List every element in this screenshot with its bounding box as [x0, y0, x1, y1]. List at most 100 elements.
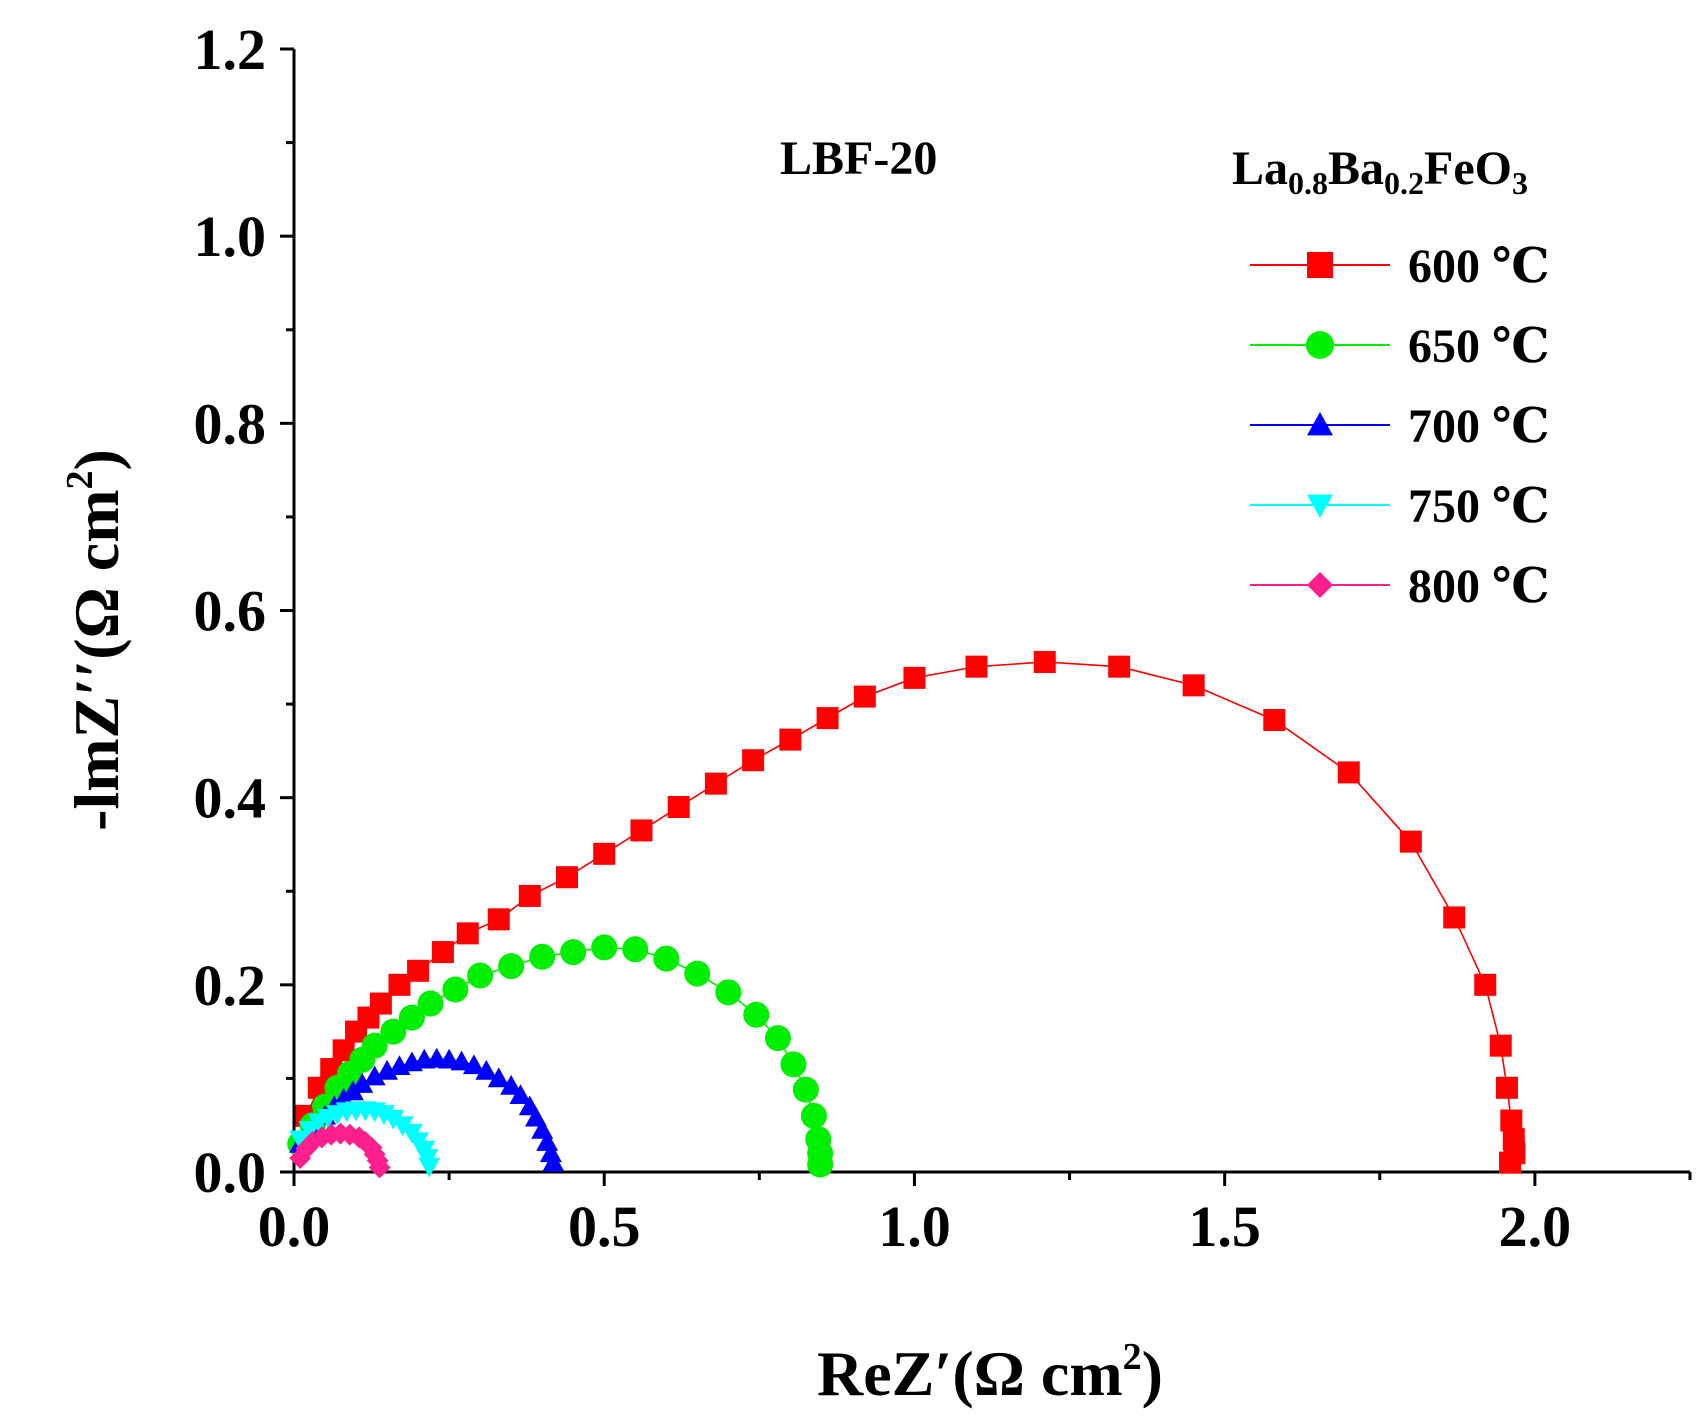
data-point	[518, 884, 541, 907]
data-point	[475, 1059, 498, 1080]
data-point	[593, 842, 616, 865]
data-point	[398, 1004, 425, 1031]
data-point	[1499, 1151, 1522, 1174]
legend-item: 650 ℃	[1250, 320, 1550, 373]
data-point	[407, 959, 430, 982]
y-tick-label: 0.8	[194, 391, 267, 456]
series-1	[287, 934, 834, 1178]
legend-marker	[1307, 572, 1333, 598]
data-point	[382, 1109, 405, 1130]
data-point	[467, 962, 494, 989]
data-point	[542, 1151, 565, 1172]
data-point	[591, 934, 618, 961]
data-point	[1495, 1076, 1518, 1099]
data-point	[500, 1074, 523, 1095]
legend-marker	[1306, 331, 1334, 359]
data-point	[456, 922, 479, 945]
legend-label: 600 ℃	[1408, 240, 1550, 293]
data-point	[320, 1058, 343, 1081]
data-point	[368, 1156, 391, 1179]
x-tick-label: 2.0	[1499, 1194, 1572, 1259]
data-point	[560, 939, 587, 966]
data-point	[555, 866, 578, 889]
data-point	[1182, 674, 1205, 697]
x-tick-label: 0.0	[258, 1194, 331, 1259]
formula-sub-ba: 0.2	[1384, 165, 1424, 201]
series-0	[295, 650, 1526, 1174]
data-point	[509, 1084, 532, 1105]
x-tick-label: 1.5	[1188, 1194, 1261, 1259]
series-line	[305, 661, 1516, 1163]
data-point	[715, 979, 742, 1006]
y-axis-title-close: )	[61, 449, 132, 470]
data-point	[361, 1032, 388, 1059]
legend: 600 ℃ 650 ℃ 700 ℃ 750 ℃ 800 ℃	[1250, 240, 1550, 613]
data-point	[418, 1157, 441, 1178]
legend-label: 650 ℃	[1408, 320, 1550, 373]
y-axis-title-main: -lmZ	[61, 696, 132, 831]
data-point	[388, 973, 411, 996]
y-tick-label: 0.0	[194, 1140, 267, 1205]
y-tick-label: 0.2	[194, 953, 267, 1018]
legend-item: 800 ℃	[1250, 560, 1550, 613]
data-point	[363, 1065, 386, 1086]
series-3	[289, 1101, 441, 1178]
data-point	[1337, 761, 1360, 784]
x-axis-title-main: ReZ	[817, 1338, 934, 1409]
data-point	[487, 908, 510, 931]
y-tick-label: 0.4	[194, 766, 267, 831]
data-point	[816, 707, 839, 730]
legend-item: 750 ℃	[1250, 480, 1550, 533]
y-axis-ticks: 0.0 0.2 0.4 0.6 0.8 1.0 1.2	[194, 17, 294, 1205]
data-point	[498, 953, 525, 980]
legend-marker	[1307, 252, 1333, 278]
data-point	[369, 992, 392, 1015]
x-tick-label: 0.5	[568, 1194, 641, 1259]
y-tick-label: 1.2	[194, 17, 267, 82]
data-point	[351, 1073, 374, 1093]
data-point	[417, 990, 444, 1017]
data-point	[903, 666, 926, 689]
legend-marker	[1307, 412, 1333, 436]
y-axis-title-unit: (Ω cm	[61, 489, 132, 659]
data-point	[1489, 1034, 1512, 1057]
data-point	[684, 960, 711, 987]
data-point	[1399, 830, 1422, 853]
y-tick-label: 1.0	[194, 204, 267, 269]
data-point	[307, 1076, 330, 1099]
data-point	[743, 1001, 770, 1028]
data-point	[462, 1054, 485, 1075]
data-point	[622, 936, 649, 963]
formula-part-feo: FeO	[1424, 142, 1512, 195]
x-axis-ticks: 0.0 0.5 1.0 1.5 2.0	[258, 1172, 1692, 1259]
data-point	[1033, 650, 1056, 673]
data-point	[630, 819, 653, 842]
legend-label: 750 ℃	[1408, 480, 1550, 533]
sample-annotation: LBF-20	[780, 132, 937, 185]
data-point	[487, 1067, 510, 1088]
data-point	[1108, 655, 1131, 678]
data-point	[653, 945, 680, 972]
legend-label: 700 ℃	[1408, 400, 1550, 453]
data-series	[287, 650, 1526, 1179]
legend-item: 700 ℃	[1250, 400, 1550, 453]
y-axis-title-prime: ′′	[61, 660, 132, 696]
y-axis-title-sup: 2	[59, 470, 101, 489]
x-axis-title-close: )	[1142, 1338, 1163, 1409]
data-point	[332, 1039, 355, 1062]
y-axis-title: -lmZ′′(Ω cm2)	[59, 449, 132, 831]
formula-part-la: La	[1232, 142, 1288, 195]
data-point	[529, 943, 556, 970]
data-point	[1443, 906, 1466, 929]
data-point	[780, 1051, 807, 1078]
data-point	[704, 772, 727, 795]
data-point	[380, 1018, 407, 1045]
data-point	[792, 1076, 819, 1103]
x-axis-title: ReZ′(Ω cm2)	[817, 1336, 1163, 1409]
data-point	[807, 1151, 834, 1178]
formula-sub-o: 3	[1512, 165, 1528, 201]
formula-annotation: La0.8Ba0.2FeO3	[1232, 142, 1528, 201]
x-tick-label: 1.0	[878, 1194, 951, 1259]
x-axis-title-prime: ′	[934, 1338, 952, 1409]
